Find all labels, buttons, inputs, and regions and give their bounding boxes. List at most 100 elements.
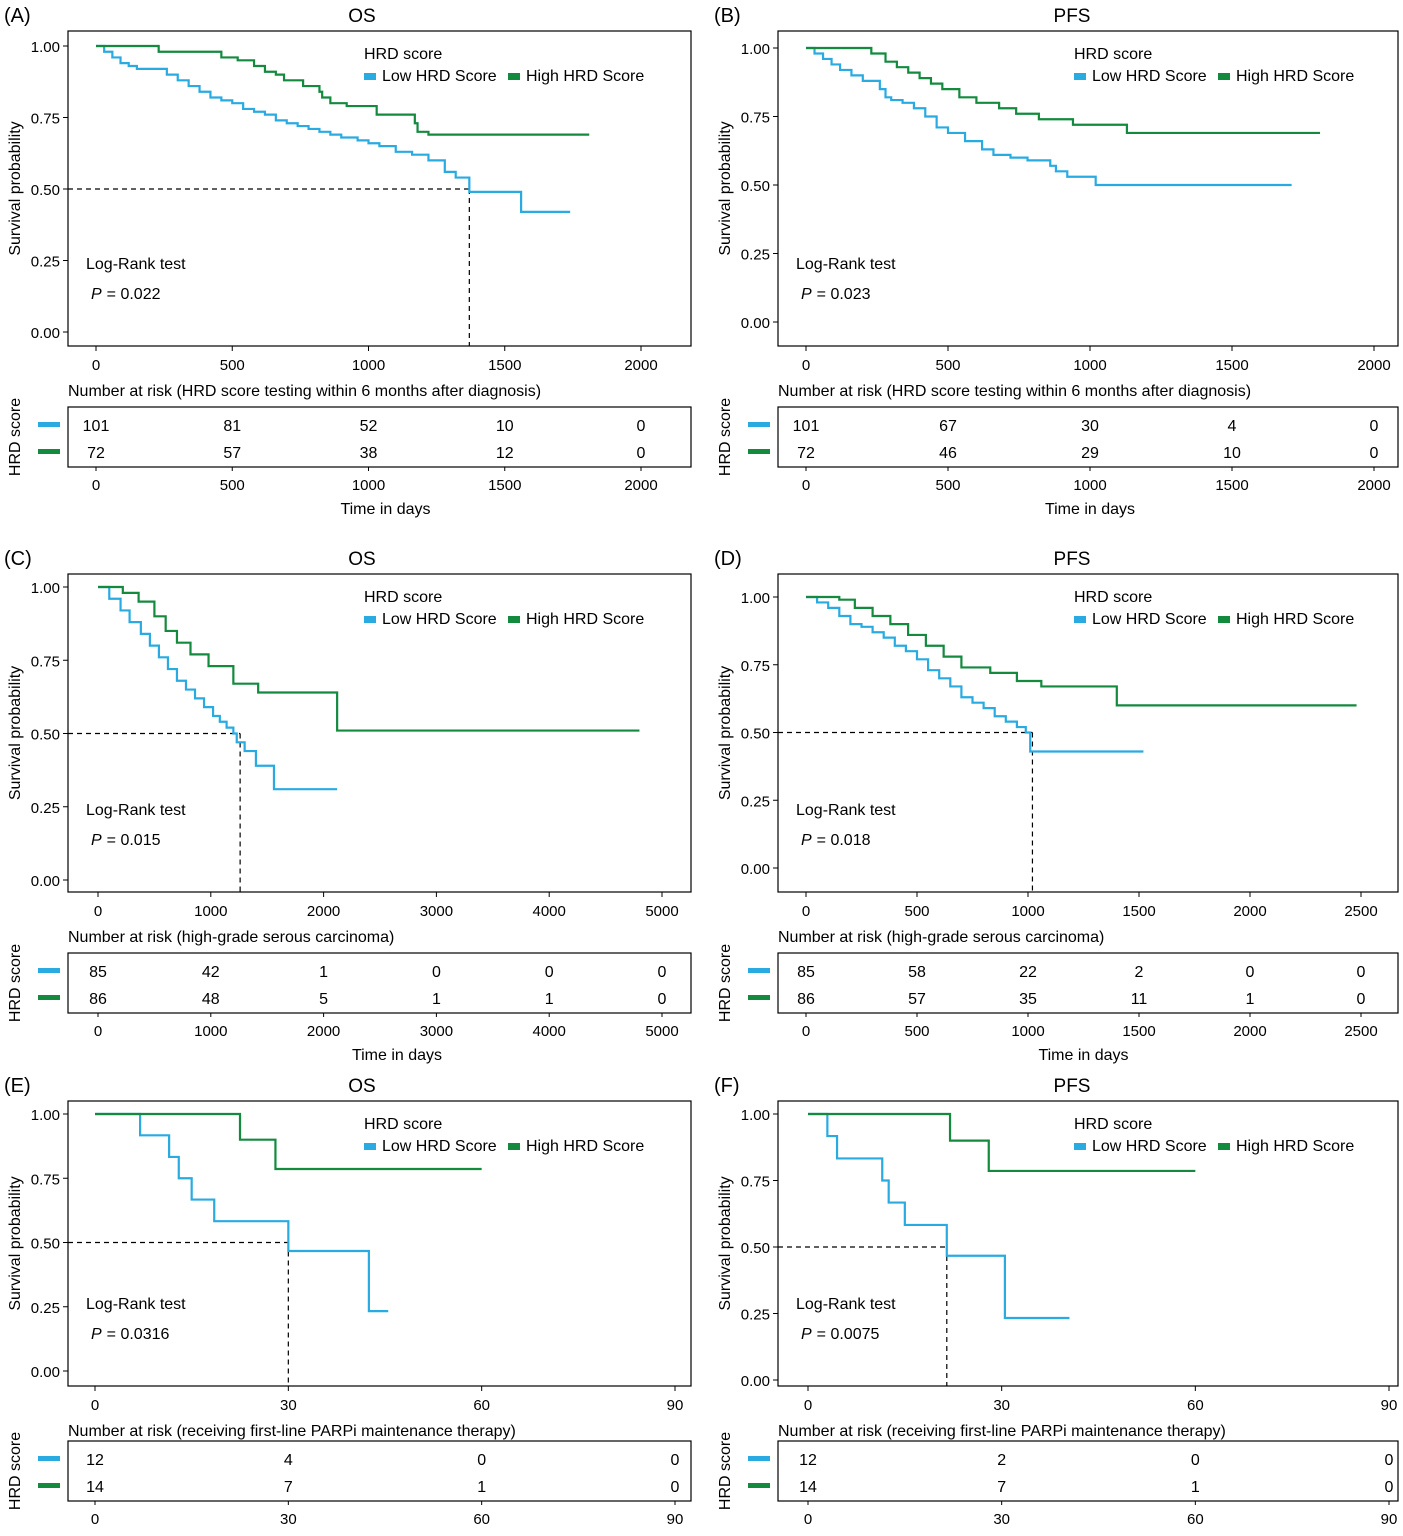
- legend-swatch-high: [1218, 616, 1230, 623]
- x-tick-label: 1000: [1073, 357, 1106, 374]
- log-rank-label: Log-Rank test: [796, 802, 896, 819]
- y-tick-label: 1.00: [31, 39, 60, 56]
- y-tick-label: 0.75: [741, 110, 770, 127]
- plot-title: OS: [348, 1076, 375, 1097]
- y-tick-label: 0.50: [31, 1236, 60, 1253]
- log-rank-label: Log-Rank test: [86, 1296, 186, 1313]
- y-axis-label: Survival probability: [7, 121, 24, 255]
- x-tick-label: 1000: [194, 903, 227, 920]
- plot-title: PFS: [1054, 549, 1091, 570]
- legend-label-high: High HRD Score: [526, 1138, 644, 1155]
- legend-swatch-low: [1074, 73, 1086, 80]
- low-hrd-curve: [806, 46, 1292, 187]
- legend-swatch-high: [1218, 73, 1230, 80]
- risk-count-high: 1: [432, 991, 441, 1008]
- plot-title: PFS: [1054, 6, 1091, 27]
- risk-count-low: 1: [319, 964, 328, 981]
- high-hrd-curve: [806, 595, 1357, 707]
- risk-x-tick-label: 60: [1187, 1511, 1204, 1528]
- p-value: P = 0.018: [801, 832, 871, 849]
- risk-table-title: Number at risk (HRD score testing within…: [68, 383, 541, 400]
- risk-table-title: Number at risk (high-grade serous carcin…: [68, 929, 394, 946]
- risk-x-tick-label: 5000: [645, 1023, 678, 1040]
- x-tick-label: 0: [92, 357, 100, 374]
- risk-x-tick-label: 4000: [533, 1023, 566, 1040]
- p-symbol: P: [91, 286, 102, 303]
- x-tick-label: 500: [220, 357, 245, 374]
- p-value: P = 0.0316: [91, 1326, 170, 1343]
- risk-count-high: 38: [360, 445, 378, 462]
- x-axis-label: Time in days: [1038, 1047, 1128, 1064]
- risk-count-high: 1: [545, 991, 554, 1008]
- p-value-text: = 0.0075: [817, 1326, 880, 1343]
- risk-count-low: 0: [477, 1452, 486, 1469]
- legend-label-high: High HRD Score: [1236, 68, 1354, 85]
- risk-count-high: 7: [284, 1479, 293, 1496]
- risk-count-high: 10: [1223, 445, 1241, 462]
- legend-swatch-high: [1218, 1143, 1230, 1150]
- risk-count-low: 0: [658, 964, 667, 981]
- legend-title: HRD score: [364, 589, 442, 606]
- y-axis-label: Survival probability: [717, 666, 734, 800]
- x-tick-label: 1500: [488, 357, 521, 374]
- log-rank-label: Log-Rank test: [796, 1296, 896, 1313]
- p-value-text: = 0.018: [817, 832, 871, 849]
- x-tick-label: 30: [280, 1397, 297, 1414]
- x-tick-label: 0: [804, 1397, 812, 1414]
- risk-count-high: 5: [319, 991, 328, 1008]
- plot-frame: [777, 30, 1399, 347]
- risk-count-low: 42: [202, 964, 220, 981]
- panel-label: (D): [714, 548, 742, 570]
- y-tick-label: 0.00: [31, 1364, 60, 1381]
- legend-label-low: Low HRD Score: [1092, 611, 1207, 628]
- risk-table-group-label: HRD score: [717, 398, 734, 476]
- x-tick-label: 2000: [307, 903, 340, 920]
- legend-label-high: High HRD Score: [526, 68, 644, 85]
- risk-count-high: 86: [89, 991, 107, 1008]
- y-tick-label: 0.50: [741, 726, 770, 743]
- risk-x-tick-label: 1000: [352, 477, 385, 494]
- panel-d: (D) PFS 0.00 0.25 0.50 0.75 1.00 Survival proba…: [714, 548, 1399, 1064]
- risk-count-high: 0: [658, 991, 667, 1008]
- x-tick-label: 4000: [533, 903, 566, 920]
- risk-count-low: 0: [637, 418, 646, 435]
- legend-label-low: Low HRD Score: [382, 611, 497, 628]
- risk-count-low: 0: [1370, 418, 1379, 435]
- y-tick-label: 0.75: [31, 111, 60, 128]
- risk-count-high: 11: [1131, 991, 1148, 1008]
- risk-x-tick-label: 0: [92, 477, 100, 494]
- p-value: P = 0.0075: [801, 1326, 880, 1343]
- p-value-text: = 0.015: [107, 832, 161, 849]
- x-tick-label: 0: [94, 903, 102, 920]
- y-tick-label: 0.50: [31, 727, 60, 744]
- low-hrd-curve: [808, 1112, 1070, 1320]
- y-tick-label: 0.50: [741, 178, 770, 195]
- risk-count-low: 0: [671, 1452, 680, 1469]
- legend-swatch-high: [508, 1143, 520, 1150]
- y-tick-label: 1.00: [31, 580, 60, 597]
- panel-f: (F) PFS 0.00 0.25 0.50 0.75 1.00 Survival proba…: [714, 1075, 1399, 1536]
- risk-count-high: 57: [223, 445, 241, 462]
- log-rank-label: Log-Rank test: [86, 256, 186, 273]
- legend-swatch-low: [364, 73, 376, 80]
- legend-title: HRD score: [364, 1116, 442, 1133]
- panel-label: (F): [714, 1075, 740, 1097]
- plot-title: OS: [348, 549, 375, 570]
- panel-c: (C) OS 0.00 0.25 0.50 0.75 1.00 Survival probab…: [4, 548, 692, 1064]
- risk-count-high: 35: [1019, 991, 1037, 1008]
- risk-marker-low: [38, 968, 60, 973]
- risk-count-high: 86: [797, 991, 815, 1008]
- p-symbol: P: [801, 832, 812, 849]
- risk-count-low: 101: [83, 418, 110, 435]
- risk-x-tick-label: 90: [667, 1511, 684, 1528]
- y-tick-label: 0.75: [31, 653, 60, 670]
- risk-count-high: 14: [799, 1479, 817, 1496]
- y-tick-label: 0.50: [741, 1240, 770, 1257]
- y-tick-label: 1.00: [741, 590, 770, 607]
- risk-x-tick-label: 2000: [1233, 1023, 1266, 1040]
- x-tick-label: 2000: [1233, 903, 1266, 920]
- risk-count-high: 14: [86, 1479, 104, 1496]
- risk-count-low: 12: [86, 1452, 104, 1469]
- risk-table-frame: [67, 406, 692, 468]
- risk-table-title: Number at risk (high-grade serous carcin…: [778, 929, 1104, 946]
